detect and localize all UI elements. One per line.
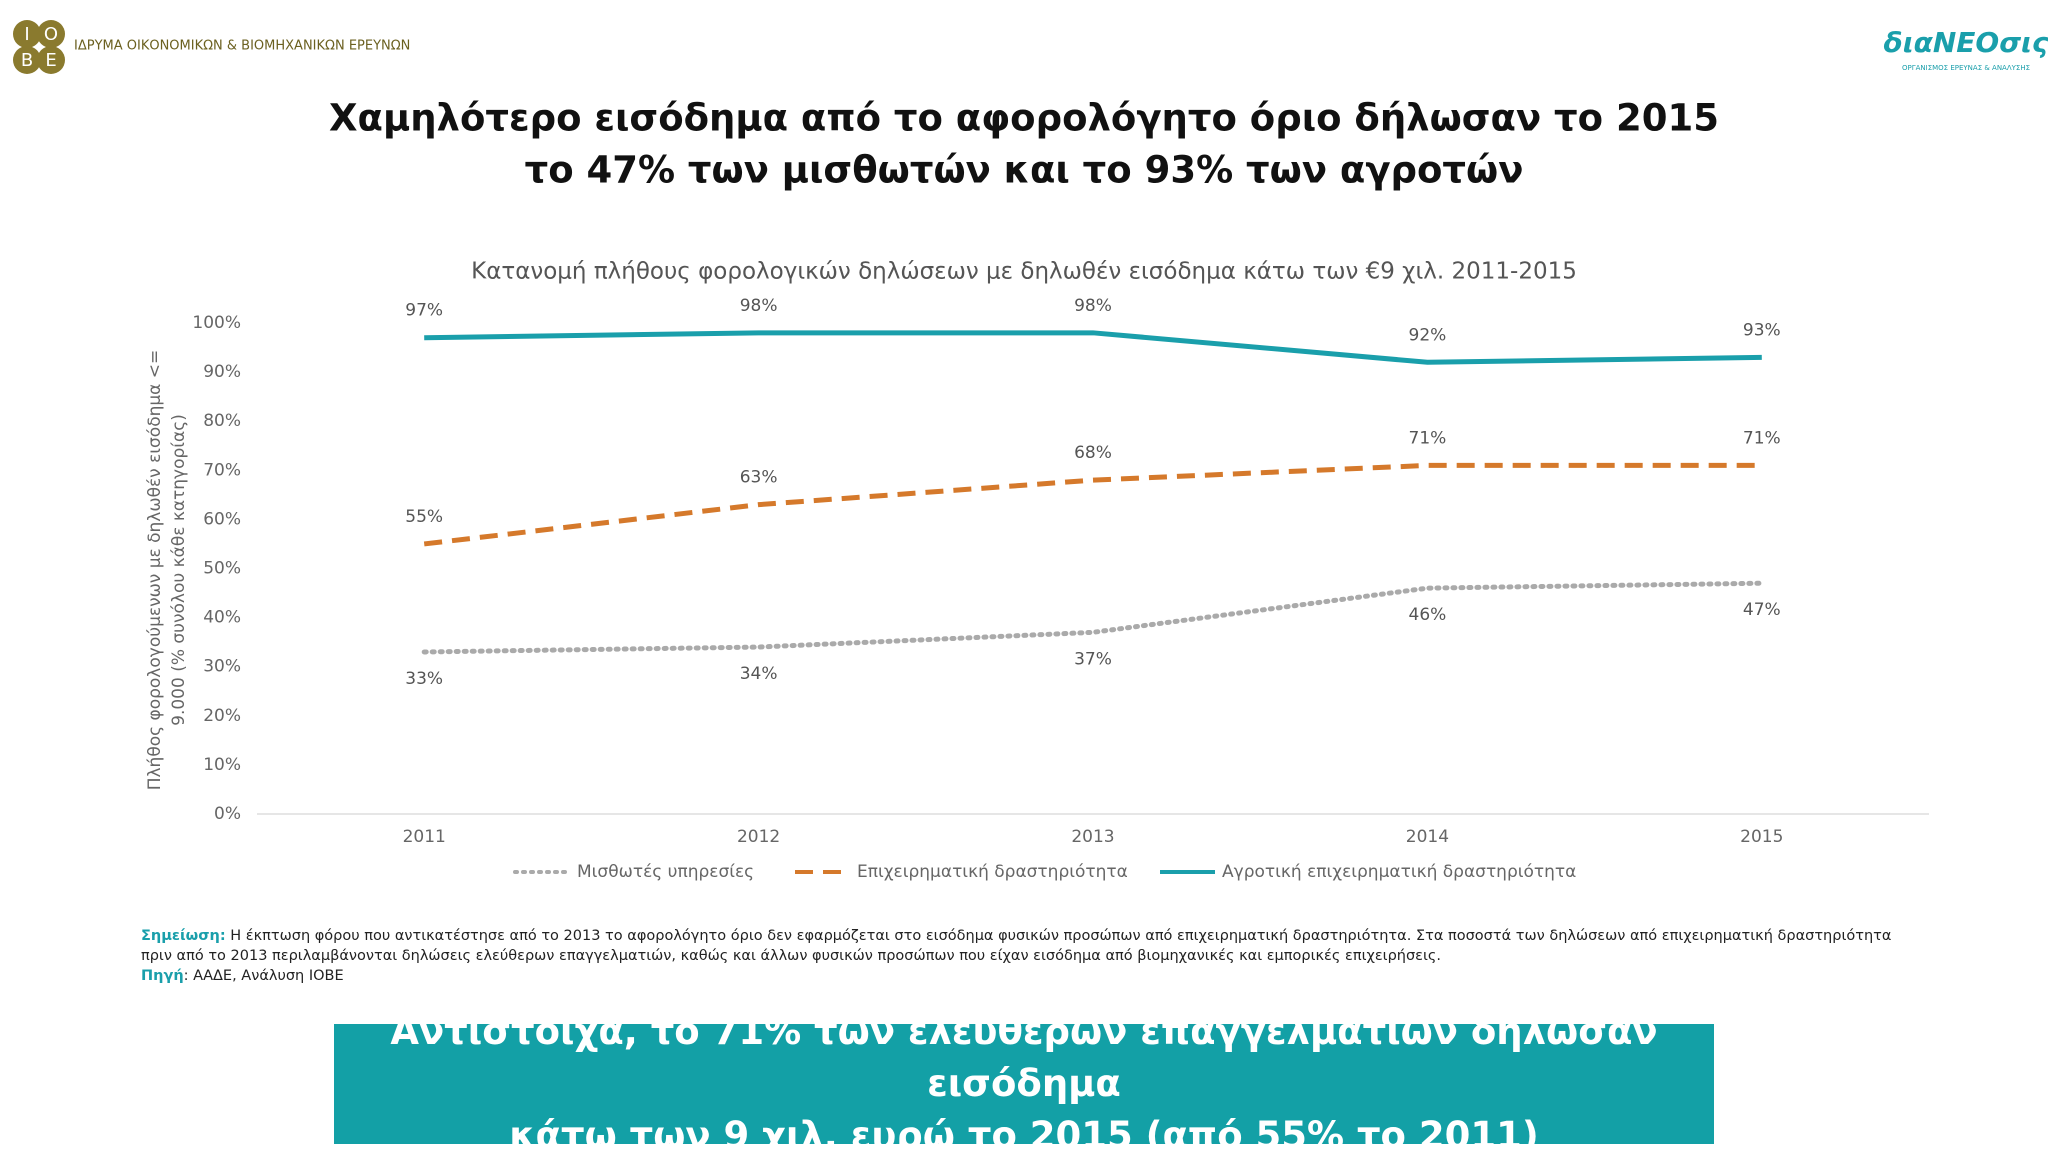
data-label: 47%	[1743, 600, 1781, 620]
x-tick-label: 2013	[1071, 827, 1114, 847]
x-tick-label: 2012	[737, 827, 780, 847]
legend-label: Επιχειρηματική δραστηριότητα	[857, 862, 1128, 882]
data-label: 34%	[740, 664, 778, 684]
y-tick-label: 60%	[203, 509, 241, 529]
y-tick-label: 30%	[203, 657, 241, 677]
y-tick-label: 100%	[192, 313, 241, 333]
y-tick-label: 90%	[203, 362, 241, 382]
logo-letter: Ι	[24, 24, 29, 45]
legend-label: Αγροτική επιχειρηματική δραστηριότητα	[1222, 862, 1576, 882]
data-label: 37%	[1074, 649, 1112, 669]
logo-circle	[37, 20, 65, 48]
notes: Σημείωση: Η έκπτωση φόρου που αντικατέστ…	[141, 926, 1901, 986]
note-text: Η έκπτωση φόρου που αντικατέστησε από το…	[141, 928, 1892, 964]
logo-circle	[37, 46, 65, 74]
chart: Ι Ο Β Ε ΙΔΡΥΜΑ ΟΙΚΟΝΟΜΙΚΩΝ & ΒΙΟΜΗΧΑΝΙΚΩ…	[13, 20, 2048, 882]
y-tick-label: 40%	[203, 608, 241, 628]
source-text: : ΑΑΔΕ, Ανάλυση ΙΟΒΕ	[183, 968, 344, 984]
data-label: 55%	[405, 507, 443, 527]
data-label: 93%	[1743, 320, 1781, 340]
callout-line: Αντίστοιχα, το 71% των ελεύθερων επαγγελ…	[390, 1010, 1658, 1105]
logo-circle	[13, 20, 41, 48]
logo-letter: Β	[21, 50, 33, 71]
note: Σημείωση: Η έκπτωση φόρου που αντικατέστ…	[141, 926, 1901, 966]
data-label: 71%	[1409, 428, 1447, 448]
data-label: 46%	[1409, 605, 1447, 625]
logo-letter: Ε	[45, 50, 56, 71]
data-label: 98%	[1074, 296, 1112, 316]
data-label: 63%	[740, 468, 778, 488]
chart-title: Κατανομή πλήθους φορολογικών δηλώσεων με…	[471, 259, 1577, 285]
y-tick-label: 20%	[203, 706, 241, 726]
org-name: ΙΔΡΥΜΑ ΟΙΚΟΝΟΜΙΚΩΝ & ΒΙΟΜΗΧΑΝΙΚΩΝ ΕΡΕΥΝΩ…	[74, 39, 410, 54]
x-tick-label: 2011	[403, 827, 446, 847]
x-tick-label: 2015	[1740, 827, 1783, 847]
legend-label: Μισθωτές υπηρεσίες	[577, 862, 754, 882]
note-label: Σημείωση:	[141, 928, 226, 944]
y-axis-label: 9.000 (% συνόλου κάθε κατηγορίας)	[169, 414, 189, 726]
source: Πηγή: ΑΑΔΕ, Ανάλυση ΙΟΒΕ	[141, 966, 1901, 986]
callout: Αντίστοιχα, το 71% των ελεύθερων επαγγελ…	[334, 1010, 1714, 1157]
x-tick-label: 2014	[1406, 827, 1449, 847]
data-label: 68%	[1074, 443, 1112, 463]
y-tick-label: 50%	[203, 559, 241, 579]
brand-tagline: ΟΡΓΑΝΙΣΜΟΣ ΕΡΕΥΝΑΣ & ΑΝΑΛΥΣΗΣ	[1902, 64, 2030, 72]
y-tick-label: 70%	[203, 460, 241, 480]
data-label: 33%	[405, 669, 443, 689]
source-label: Πηγή	[141, 968, 184, 984]
y-axis-label: Πλήθος φορολογούμενων με δηλωθέν εισόδημ…	[145, 350, 165, 791]
callout-line: κάτω των 9 χιλ. ευρώ το 2015 (από 55% το…	[509, 1114, 1539, 1157]
series-line	[424, 330, 1762, 365]
data-label: 71%	[1743, 428, 1781, 448]
series-line	[423, 462, 1762, 547]
slide-title: Χαμηλότερο εισόδημα από το αφορολόγητο ό…	[329, 97, 1719, 140]
y-tick-label: 0%	[214, 804, 241, 824]
data-label: 92%	[1409, 325, 1447, 345]
brand: διαΝΕΟσις	[1883, 26, 2048, 59]
series-line	[421, 580, 1765, 655]
slide-title: το 47% των μισθωτών και το 93% των αγροτ…	[525, 149, 1524, 192]
data-label: 98%	[740, 296, 778, 316]
y-tick-label: 10%	[203, 755, 241, 775]
y-tick-label: 80%	[203, 411, 241, 431]
logo-circle	[13, 46, 41, 74]
data-label: 97%	[405, 301, 443, 321]
logo-letter: Ο	[44, 24, 58, 45]
